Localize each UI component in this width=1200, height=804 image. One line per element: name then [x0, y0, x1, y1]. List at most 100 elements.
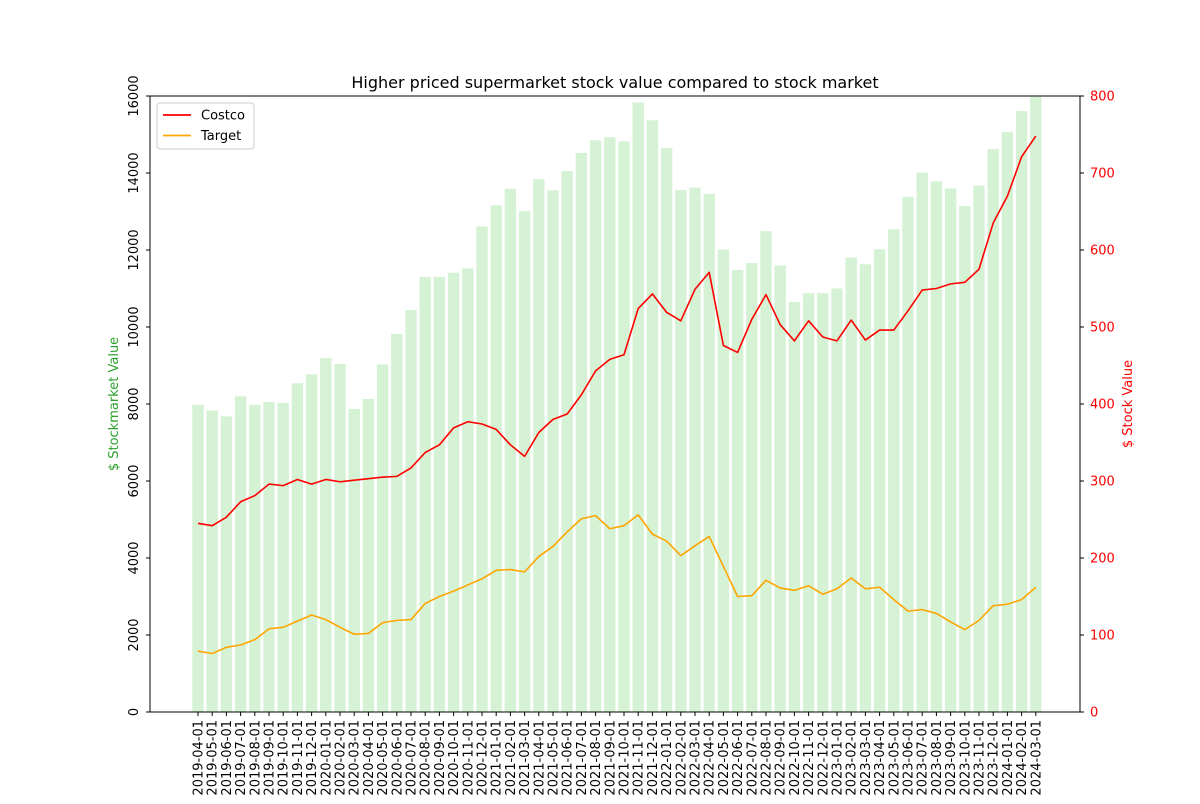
stockmarket-bar	[490, 205, 502, 712]
stockmarket-bar	[987, 149, 999, 712]
stockmarket-bar	[802, 293, 815, 712]
stockmarket-bar	[660, 147, 673, 713]
stockmarket-bar	[973, 185, 985, 712]
chart-title: Higher priced supermarket stock value co…	[351, 73, 878, 92]
x-tick-label: 2021-01-01	[490, 720, 505, 796]
right-tick-label: 400	[1090, 398, 1115, 413]
stockmarket-bar	[774, 265, 786, 712]
stockmarket-bar	[575, 152, 588, 713]
series-line-costco	[197, 135, 1037, 527]
stockmarket-bar	[547, 190, 559, 712]
x-tick-label: 2021-12-01	[646, 720, 661, 796]
x-tick-label: 2021-07-01	[575, 720, 590, 796]
x-tick-label: 2019-06-01	[220, 720, 235, 796]
x-tick-label: 2024-03-01	[1029, 720, 1044, 796]
stockmarket-bar	[675, 189, 687, 712]
left-tick-label: 2000	[127, 618, 142, 651]
stockmarket-bar	[376, 364, 389, 712]
x-tick-label: 2021-06-01	[561, 720, 576, 796]
left-axis-label: $ Stockmarket Value	[107, 337, 122, 471]
left-tick-label: 0	[127, 708, 142, 716]
stockmarket-bar	[916, 172, 928, 712]
right-tick-label: 800	[1090, 90, 1115, 105]
stockmarket-bars	[192, 96, 1042, 713]
x-tick-label: 2019-11-01	[291, 720, 306, 796]
x-tick-label: 2019-04-01	[192, 720, 207, 796]
stockmarket-bar	[859, 264, 872, 712]
x-tick-label: 2022-10-01	[788, 720, 803, 796]
x-tick-label: 2020-05-01	[376, 720, 391, 796]
stockmarket-bar	[632, 102, 644, 713]
x-tick-label: 2022-06-01	[731, 720, 746, 796]
x-tick-label: 2023-11-01	[973, 720, 988, 796]
stockmarket-bar	[561, 171, 573, 712]
stockmarket-bar	[902, 196, 914, 712]
left-axis: 0 2000 4000 6000 8000 10000 12000 14000 16000	[127, 75, 150, 716]
x-tick-label: 2023-08-01	[930, 720, 945, 796]
series-line-target	[197, 514, 1037, 655]
legend-label-target: Target	[200, 129, 241, 144]
x-tick-label: 2019-08-01	[248, 720, 263, 796]
left-tick-label: 14000	[127, 152, 142, 193]
stockmarket-bar	[646, 120, 659, 712]
x-tick-label: 2022-07-01	[745, 720, 760, 796]
stockmarket-bar	[362, 398, 375, 712]
x-tick-label: 2022-11-01	[802, 720, 817, 796]
left-tick-label: 10000	[127, 306, 142, 347]
stockmarket-bar	[249, 404, 261, 712]
stockmarket-bar	[1030, 96, 1042, 712]
stockmarket-bar	[433, 276, 446, 712]
stockmarket-bar	[589, 140, 602, 712]
x-tick-label: 2019-07-01	[234, 720, 249, 796]
stockmarket-bar	[476, 226, 488, 712]
stockmarket-bar	[405, 310, 417, 712]
x-tick-label: 2020-01-01	[319, 720, 334, 796]
x-tick-label: 2022-12-01	[816, 720, 831, 796]
right-tick-label: 700	[1090, 167, 1115, 182]
x-tick-label: 2023-10-01	[958, 720, 973, 796]
stockmarket-bar	[334, 363, 346, 712]
right-axis-label: $ Stock Value	[1121, 360, 1136, 448]
x-tick-label: 2020-12-01	[476, 720, 491, 796]
x-tick-label: 2022-02-01	[674, 720, 689, 796]
x-tick-label: 2019-05-01	[206, 720, 221, 796]
left-tick-label: 12000	[127, 229, 142, 270]
stockmarket-bar	[873, 249, 886, 713]
x-tick-label: 2019-12-01	[305, 720, 320, 796]
x-tick-label: 2019-10-01	[277, 720, 292, 796]
stockmarket-bar	[746, 263, 758, 712]
x-tick-label: 2021-04-01	[532, 720, 547, 796]
x-tick-label: 2020-04-01	[362, 720, 377, 796]
stockmarket-bar	[277, 402, 289, 712]
x-tick-label: 2024-01-01	[1001, 720, 1016, 796]
x-tick-label: 2022-08-01	[760, 720, 775, 796]
stockmarket-bar	[731, 270, 744, 712]
x-tick-label: 2020-06-01	[390, 720, 405, 796]
stockmarket-bar	[604, 137, 616, 712]
x-tick-label: 2019-09-01	[263, 720, 278, 796]
stockmarket-bar	[845, 257, 857, 712]
legend-label-costco: Costco	[201, 109, 245, 124]
x-tick-label: 2021-05-01	[547, 720, 562, 796]
x-axis: 2019-04-01 2019-05-01 2019-06-01 2019-07-01…	[192, 712, 1044, 796]
stockmarket-bar	[348, 409, 360, 712]
left-tick-label: 6000	[127, 464, 142, 497]
stockmarket-bar	[1015, 111, 1028, 712]
stockmarket-bar	[206, 410, 218, 712]
stockmarket-bar	[220, 416, 233, 712]
stockmarket-bar	[760, 231, 772, 712]
x-tick-label: 2020-11-01	[461, 720, 476, 796]
x-tick-label: 2023-07-01	[916, 720, 931, 796]
stockmarket-bar	[320, 358, 332, 712]
stockmarket-bar	[888, 229, 900, 712]
stockmarket-bar	[689, 187, 701, 712]
x-tick-label: 2023-12-01	[987, 720, 1002, 796]
stock-lines	[197, 135, 1037, 655]
x-tick-label: 2022-05-01	[717, 720, 732, 796]
x-tick-label: 2020-10-01	[447, 720, 462, 796]
stockmarket-bar	[305, 374, 318, 712]
x-tick-label: 2020-02-01	[334, 720, 349, 796]
right-tick-label: 100	[1090, 629, 1115, 644]
x-tick-label: 2021-03-01	[518, 720, 533, 796]
